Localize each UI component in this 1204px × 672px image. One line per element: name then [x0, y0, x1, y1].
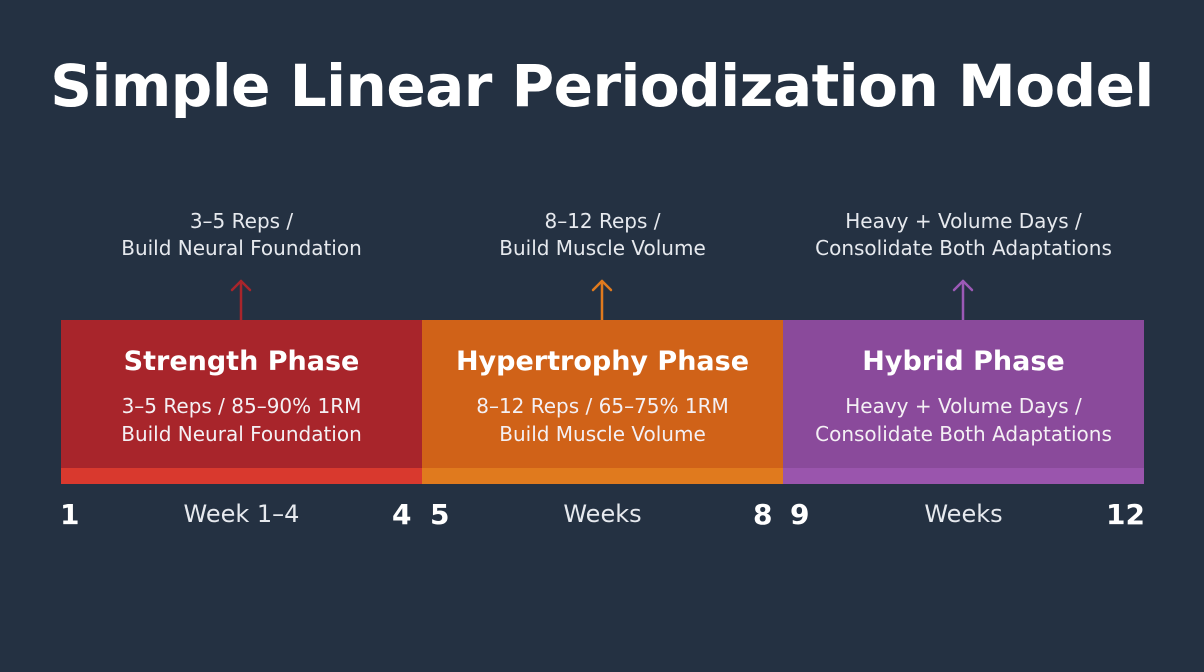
hypertrophy-week-label: Weeks [563, 500, 642, 528]
hybrid-desc-line2: Consolidate Both Adaptations [815, 422, 1112, 446]
strength-arrow [230, 279, 252, 322]
week-tick-8: 8 [753, 498, 773, 531]
week-tick-12: 12 [1106, 498, 1145, 531]
hypertrophy-arrow [591, 279, 613, 322]
hybrid-phase-desc: Heavy + Volume Days / Consolidate Both A… [783, 392, 1144, 448]
hypertrophy-note: 8–12 Reps / Build Muscle Volume [422, 208, 783, 262]
hypertrophy-phase-block: Hypertrophy Phase 8–12 Reps / 65–75% 1RM… [422, 320, 783, 468]
hybrid-week-label: Weeks [924, 500, 1003, 528]
hybrid-desc-line1: Heavy + Volume Days / [845, 394, 1082, 418]
hypertrophy-phase-title: Hypertrophy Phase [455, 346, 750, 377]
hypertrophy-note-line1: 8–12 Reps / [544, 209, 661, 233]
week-tick-5: 5 [430, 498, 450, 531]
strength-desc-line1: 3–5 Reps / 85–90% 1RM [121, 394, 362, 418]
week-tick-1: 1 [60, 498, 80, 531]
arrow-up-icon [952, 279, 974, 322]
strength-note-line2: Build Neural Foundation [121, 236, 362, 260]
arrow-up-icon [230, 279, 252, 322]
strength-note: 3–5 Reps / Build Neural Foundation [61, 208, 422, 262]
page-title: Simple Linear Periodization Model [50, 52, 1154, 120]
hybrid-phase-title: Hybrid Phase [862, 346, 1065, 377]
hypertrophy-desc-line1: 8–12 Reps / 65–75% 1RM [476, 394, 729, 418]
strength-phase-block: Strength Phase 3–5 Reps / 85–90% 1RM Bui… [61, 320, 422, 468]
arrow-up-icon [591, 279, 613, 322]
week-tick-4: 4 [392, 498, 412, 531]
hybrid-note-line1: Heavy + Volume Days / [845, 209, 1082, 233]
hypertrophy-note-line2: Build Muscle Volume [499, 236, 706, 260]
hypertrophy-phase-strip [422, 468, 783, 484]
hypertrophy-desc-line2: Build Muscle Volume [499, 422, 706, 446]
strength-desc-line2: Build Neural Foundation [121, 422, 362, 446]
strength-phase-desc: 3–5 Reps / 85–90% 1RM Build Neural Found… [61, 392, 422, 448]
hybrid-arrow [952, 279, 974, 322]
hybrid-note: Heavy + Volume Days / Consolidate Both A… [783, 208, 1144, 262]
hybrid-phase-block: Hybrid Phase Heavy + Volume Days / Conso… [783, 320, 1144, 468]
hybrid-phase-strip [783, 468, 1144, 484]
strength-phase-title: Strength Phase [123, 346, 360, 377]
strength-note-line1: 3–5 Reps / [189, 209, 294, 233]
week-tick-9: 9 [790, 498, 810, 531]
hypertrophy-phase-desc: 8–12 Reps / 65–75% 1RM Build Muscle Volu… [422, 392, 783, 448]
strength-week-label: Week 1–4 [183, 500, 300, 528]
hybrid-note-line2: Consolidate Both Adaptations [815, 236, 1112, 260]
strength-phase-strip [61, 468, 422, 484]
